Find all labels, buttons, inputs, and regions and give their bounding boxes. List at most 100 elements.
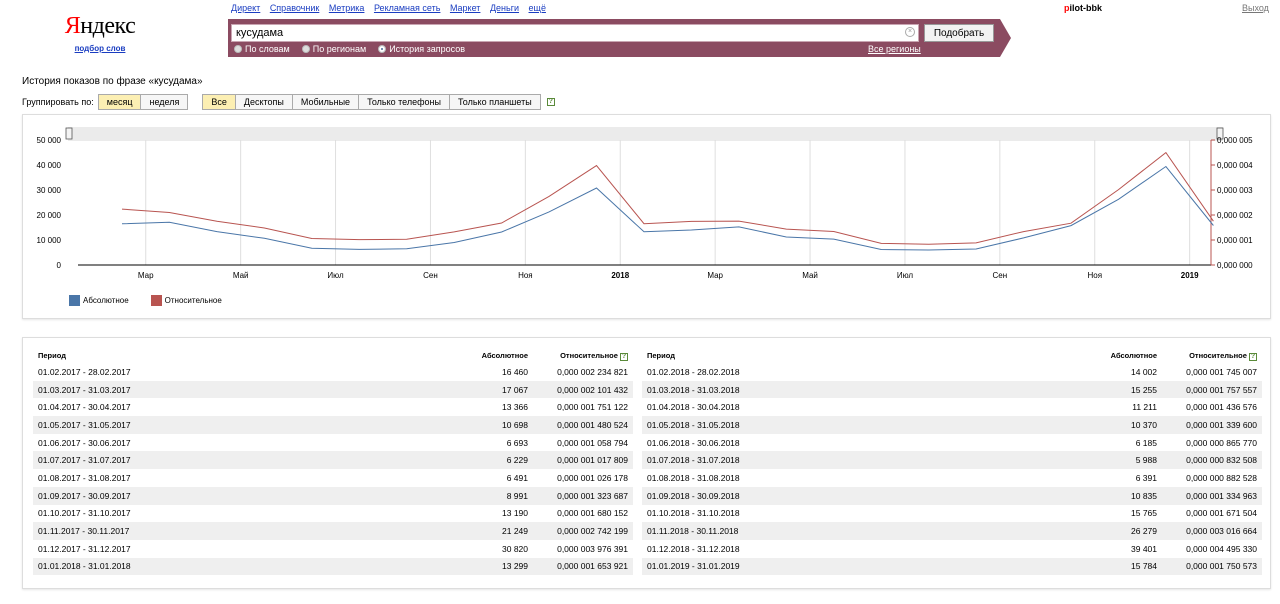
col-relative: Относительное ? (560, 350, 628, 361)
table-row: 01.08.2018 - 31.08.2018 6 391 0,000 000 88… (642, 469, 1262, 487)
table-panel: Период Абсолютное Относительное ? 01.02.… (22, 337, 1271, 589)
nav-direct[interactable]: Директ (231, 3, 261, 13)
search-input[interactable] (231, 24, 919, 42)
table-row: 01.02.2017 - 28.02.2017 16 460 0,000 002 2… (33, 363, 633, 381)
period-option[interactable]: месяц (98, 94, 142, 109)
absolute-cell: 26 279 (1082, 522, 1162, 540)
legend-absolute-swatch (69, 295, 80, 306)
radio-label: По словам (245, 44, 290, 54)
absolute-cell: 16 460 (502, 366, 528, 377)
y-tick-label-left: 50 000 (37, 136, 62, 145)
period-cell: 01.01.2018 - 31.01.2018 (33, 557, 453, 576)
clear-icon[interactable]: × (905, 27, 915, 37)
relative-cell: 0,000 003 976 391 (557, 543, 628, 554)
absolute-cell: 10 698 (453, 416, 533, 434)
absolute-cell: 10 370 (1082, 416, 1162, 434)
wordstat-link[interactable]: подбор слов (74, 44, 126, 53)
range-handle-right (1216, 127, 1224, 140)
help-icon[interactable]: ? (620, 352, 628, 361)
device-option[interactable]: Мобильные (292, 94, 360, 109)
period-cell: 01.03.2018 - 31.03.2018 (642, 380, 1082, 399)
y-tick-label-left: 20 000 (37, 211, 62, 220)
relative-cell: 0,000 001 680 152 (557, 508, 628, 519)
relative-cell: 0,000 001 480 524 (533, 416, 633, 434)
grouping-controls: Группировать по: месяц неделя Все Десктопы… (22, 93, 555, 110)
x-tick-label: Июл (897, 271, 914, 280)
logout-link[interactable]: Выход (1242, 3, 1269, 13)
period-cell: 01.09.2018 - 30.09.2018 (642, 486, 1082, 505)
x-tick-label: 2018 (611, 271, 629, 280)
range-navigator (68, 127, 1223, 141)
relative-cell: 0,000 001 334 963 (1162, 486, 1262, 505)
period-cell: 01.05.2017 - 31.05.2017 (33, 416, 453, 434)
absolute-cell: 17 067 (453, 380, 533, 399)
user-login[interactable]: pilot-bbk (1064, 3, 1102, 13)
device-option[interactable]: Только планшеты (449, 94, 540, 109)
search-mode-group: По словам По регионам История запросов (234, 44, 477, 54)
device-switch: Все Десктопы Мобильные Только телефоны Тольк… (202, 93, 541, 110)
table-row: 01.07.2017 - 31.07.2017 6 229 0,000 001 01… (33, 451, 633, 470)
nav-more[interactable]: ещё (528, 3, 546, 13)
search-button[interactable]: Подобрать (924, 24, 994, 42)
search-mode-radio[interactable]: По регионам (301, 44, 366, 54)
x-tick-label: 2019 (1181, 271, 1199, 280)
table-row: 01.12.2017 - 31.12.2017 30 820 0,000 003 9… (33, 540, 633, 558)
relative-cell: 0,000 002 101 432 (533, 380, 633, 399)
x-tick-label: Сен (423, 271, 438, 280)
y-tick-label-right: 0,000 003 (1217, 186, 1253, 195)
nav-reference[interactable]: Справочник (269, 3, 320, 13)
search-mode-radio[interactable]: По словам (234, 44, 290, 54)
table-row: 01.05.2018 - 31.05.2018 10 370 0,000 001 3… (642, 416, 1262, 434)
table-row: 01.07.2018 - 31.07.2018 5 988 0,000 000 83… (642, 451, 1262, 470)
table-row: 01.12.2018 - 31.12.2018 39 401 0,000 004 4… (642, 540, 1262, 558)
x-tick-label: Мар (707, 271, 723, 280)
absolute-cell: 13 366 (502, 402, 528, 413)
device-option[interactable]: Десктопы (235, 94, 293, 109)
search-mode-radio[interactable]: История запросов (378, 44, 465, 54)
relative-cell: 0,000 001 339 600 (1162, 416, 1262, 434)
nav-metrika[interactable]: Метрика (328, 3, 365, 13)
nav-ad-network[interactable]: Рекламная сеть (373, 3, 441, 13)
relative-cell: 0,000 003 016 664 (1162, 522, 1262, 540)
period-cell: 01.07.2017 - 31.07.2017 (33, 451, 453, 470)
chart-panel: Мар Май Июл Сен Ноя 2018 Мар Май Июл Сен Ноя 2019 0 1… (22, 114, 1271, 319)
absolute-cell: 10 835 (1082, 486, 1162, 505)
relative-cell: 0,000 002 742 199 (533, 522, 633, 540)
all-regions-link[interactable]: Все регионы (868, 44, 921, 54)
absolute-cell: 21 249 (453, 522, 533, 540)
period-cell: 01.09.2017 - 30.09.2017 (33, 486, 453, 505)
table-row: 01.05.2017 - 31.05.2017 10 698 0,000 001 4… (33, 416, 633, 434)
legend-absolute[interactable]: Абсолютное (69, 295, 129, 306)
y-tick-label-right: 0,000 005 (1217, 136, 1253, 145)
relative-cell: 0,000 004 495 330 (1186, 543, 1257, 554)
table-row: 01.01.2019 - 31.01.2019 15 784 0,000 001 7… (642, 557, 1262, 576)
history-table-right: Период Абсолютное Относительное ? 01.02.… (642, 348, 1262, 576)
series-relative-line (121, 151, 1214, 245)
absolute-cell: 14 002 (1131, 366, 1157, 377)
radio-dot (234, 45, 242, 53)
period-cell: 01.04.2017 - 30.04.2017 (38, 402, 131, 413)
relative-cell: 0,000 001 436 576 (1186, 402, 1257, 413)
y-tick-label-left: 40 000 (37, 161, 62, 170)
x-tick-label: Мар (138, 271, 154, 280)
x-tick-label: Май (802, 271, 818, 280)
table-row: 01.09.2017 - 30.09.2017 8 991 0,000 001 32… (33, 486, 633, 505)
help-icon[interactable]: ? (546, 97, 555, 106)
period-cell: 01.11.2018 - 30.11.2018 (642, 522, 1082, 540)
nav-money[interactable]: Деньги (489, 3, 520, 13)
table-row: 01.02.2018 - 28.02.2018 14 002 0,000 001 7… (642, 363, 1262, 381)
absolute-cell: 6 693 (506, 437, 528, 448)
relative-cell: 0,000 000 865 770 (1186, 437, 1257, 448)
absolute-cell: 8 991 (453, 486, 533, 505)
x-tick-label: Июл (327, 271, 344, 280)
relative-cell: 0,000 001 671 504 (1186, 508, 1257, 519)
period-cell: 01.01.2019 - 31.01.2019 (642, 557, 1082, 576)
nav-market[interactable]: Маркет (449, 3, 481, 13)
yandex-logo[interactable]: Яндекс подбор слов (60, 13, 140, 53)
legend-relative[interactable]: Относительное (150, 295, 222, 306)
absolute-cell: 6 229 (453, 451, 533, 470)
device-option[interactable]: Все (203, 94, 236, 109)
device-option[interactable]: Только телефоны (359, 94, 450, 109)
help-icon[interactable]: ? (1249, 352, 1257, 361)
period-option[interactable]: неделя (141, 94, 188, 109)
